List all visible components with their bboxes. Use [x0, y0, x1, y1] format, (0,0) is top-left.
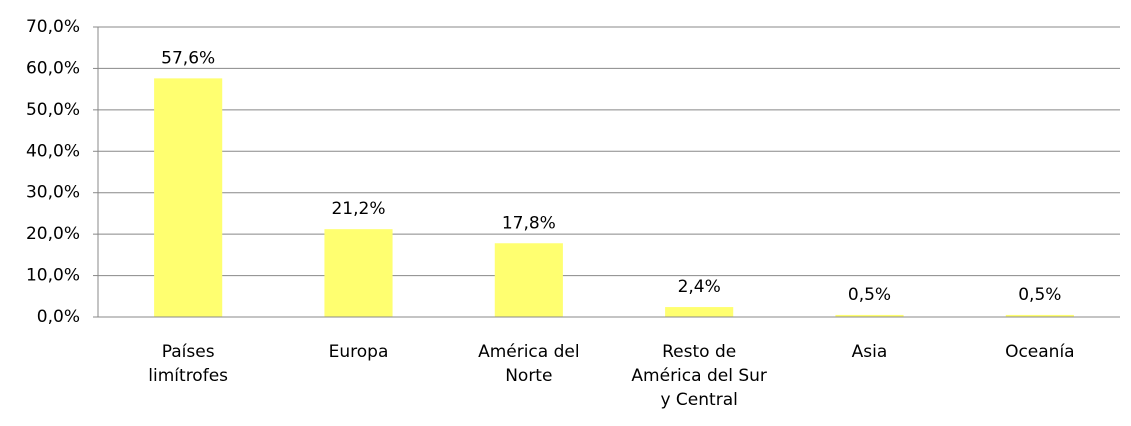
y-tick-label: 0,0%: [37, 307, 80, 327]
x-tick-label: Europa: [328, 342, 389, 362]
x-tick-label: Resto de América del Sur y Central: [631, 342, 767, 410]
data-label: 2,4%: [678, 277, 721, 297]
bar: [154, 78, 223, 317]
bar: [324, 229, 393, 317]
bar: [665, 307, 734, 317]
data-label: 57,6%: [161, 48, 215, 68]
y-tick-label: 40,0%: [26, 141, 80, 161]
x-tick-label: Países limítrofes: [148, 342, 229, 386]
x-tick-label: América del Norte: [478, 342, 580, 386]
data-label: 0,5%: [848, 285, 891, 305]
data-label: 17,8%: [502, 213, 556, 233]
bar: [835, 314, 904, 317]
bar: [1005, 314, 1074, 317]
bar: [494, 243, 563, 317]
y-tick-label: 50,0%: [26, 100, 80, 120]
data-label: 0,5%: [1018, 285, 1061, 305]
y-tick-label: 70,0%: [26, 17, 80, 37]
y-tick-label: 30,0%: [26, 183, 80, 203]
data-label: 21,2%: [331, 199, 385, 219]
y-tick-label: 10,0%: [26, 266, 80, 286]
x-tick-label: Asia: [851, 342, 888, 362]
y-tick-label: 20,0%: [26, 224, 80, 244]
y-tick-label: 60,0%: [26, 58, 80, 78]
x-tick-label: Oceanía: [1005, 342, 1075, 362]
